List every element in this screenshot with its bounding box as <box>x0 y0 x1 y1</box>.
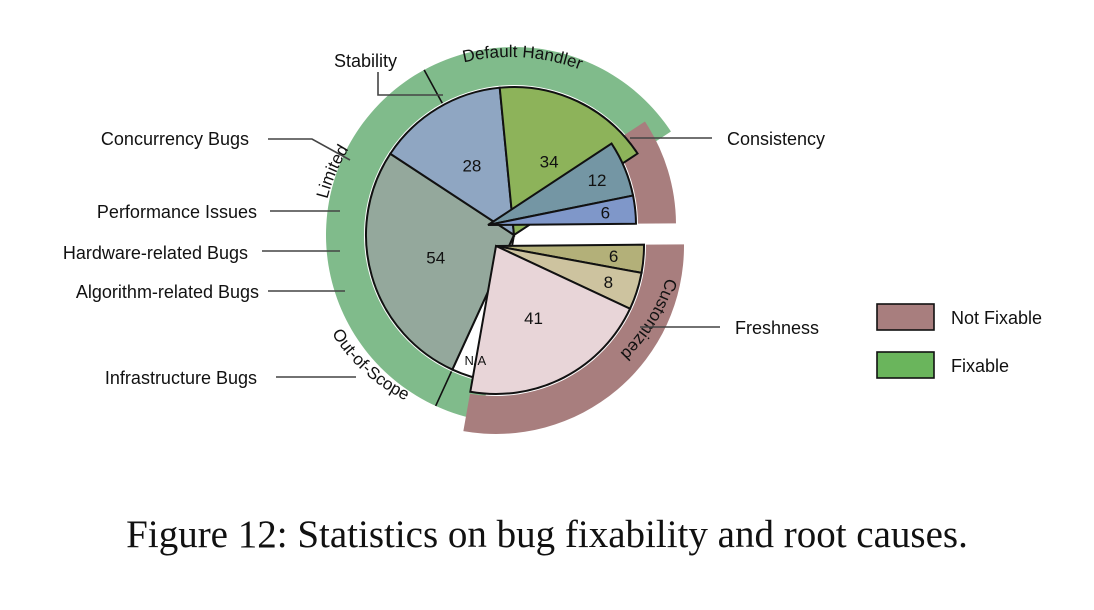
label-hardware: Hardware-related Bugs <box>63 243 248 263</box>
label-freshness: Freshness <box>735 318 819 338</box>
leader-lines <box>262 72 720 378</box>
leader-stability <box>377 72 443 96</box>
ring-divider-0 <box>423 69 443 104</box>
legend-label-not-fixable: Not Fixable <box>951 308 1042 328</box>
legend-swatch-fixable <box>876 351 935 379</box>
slice-consistency <box>388 86 516 237</box>
label-concurrency: Concurrency Bugs <box>101 129 249 149</box>
value-infrastructure: 41 <box>524 309 543 328</box>
ring-divider-1 <box>434 371 453 407</box>
legend-swatch-not-fixable <box>876 303 935 331</box>
label-stability: Stability <box>334 51 397 71</box>
label-algorithm: Algorithm-related Bugs <box>76 282 259 302</box>
value-concurrency: 12 <box>588 171 607 190</box>
value-hardware: 6 <box>609 247 618 266</box>
legend-label-fixable: Fixable <box>951 356 1009 376</box>
slice-performance <box>487 194 638 226</box>
label-performance: Performance Issues <box>97 202 257 222</box>
value-stability: 34 <box>540 153 559 172</box>
value-algorithm: 8 <box>604 273 613 292</box>
value-performance: 6 <box>601 204 610 223</box>
value-freshness: 54 <box>426 248 445 267</box>
label-consistency: Consistency <box>727 129 825 149</box>
value-consistency: 28 <box>462 156 481 175</box>
slice-freshness <box>365 152 516 371</box>
figure-caption: Figure 12: Statistics on bug fixability … <box>126 513 968 556</box>
slice-infrastructure <box>469 244 632 395</box>
leader-concurrency <box>268 138 351 161</box>
pie-slices <box>365 86 645 395</box>
group-ring-outofscope <box>463 244 684 434</box>
label-infrastructure: Infrastructure Bugs <box>105 368 257 388</box>
slice-value-labels: N/A 54 28 34 12 6 6 8 41 <box>426 153 618 369</box>
value-n_a: N/A <box>464 353 486 368</box>
legend: Not Fixable Fixable <box>876 303 1042 379</box>
